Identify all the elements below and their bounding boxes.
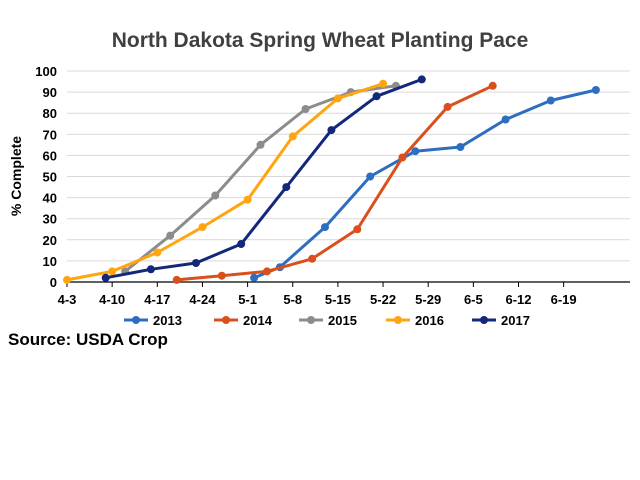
data-point-2013 [546,96,555,105]
data-point-2017 [101,273,110,282]
x-tick-label: 4-10 [99,292,125,307]
data-point-2014 [353,225,362,234]
x-tick-label: 6-5 [464,292,483,307]
y-tick-label: 40 [43,191,57,206]
x-tick-label: 4-24 [189,292,216,307]
data-point-2015 [211,191,220,200]
legend-marker-2017 [480,316,488,324]
data-point-2017 [237,240,246,248]
data-point-2014 [443,102,452,111]
y-tick-label: 20 [43,233,57,248]
data-point-2017 [282,183,291,192]
x-tick-label: 6-19 [551,292,577,307]
data-point-2016 [333,94,342,103]
legend-label-2015: 2015 [328,313,357,328]
legend-marker-2015 [307,316,315,324]
y-tick-label: 90 [43,85,57,100]
data-point-2014 [172,275,181,284]
legend-label-2013: 2013 [153,313,182,328]
y-tick-label: 0 [50,275,57,290]
data-point-2016 [108,267,117,276]
x-tick-label: 5-15 [325,292,351,307]
data-point-2016 [379,79,388,88]
series-line-2013 [252,88,598,280]
data-point-2014 [488,81,497,90]
x-tick-label: 4-17 [144,292,170,307]
y-tick-label: 80 [43,106,57,121]
chart-title: North Dakota Spring Wheat Planting Pace [112,29,529,52]
y-tick-label: 30 [43,212,57,227]
y-tick-label: 50 [43,170,57,185]
data-point-2013 [250,273,259,282]
legend-label-2014: 2014 [243,313,273,328]
legend-label-2016: 2016 [415,313,444,328]
data-point-2016 [198,223,207,232]
data-point-2013 [321,223,329,232]
data-point-2017 [192,259,200,267]
data-point-2014 [308,254,317,263]
data-point-2017 [146,265,155,274]
y-tick-label: 60 [43,148,57,163]
data-point-2016 [243,195,252,204]
data-point-2014 [263,267,271,276]
data-point-2017 [417,75,426,84]
data-point-2014 [217,271,226,280]
series-line-2017 [104,77,424,280]
data-point-2016 [153,248,162,257]
data-point-2013 [591,86,600,94]
x-tick-label: 6-12 [505,292,531,307]
data-point-2013 [366,172,375,181]
legend-marker-2016 [394,316,402,324]
x-tick-label: 5-29 [415,292,441,307]
x-tick-label: 4-3 [58,292,77,307]
series-line-2016 [65,82,385,282]
data-point-2017 [372,92,381,101]
series-line-2014 [175,84,495,282]
data-point-2015 [301,105,310,113]
legend-label-2017: 2017 [501,313,530,328]
source-note: Source: USDA Crop [8,330,168,349]
data-point-2013 [501,115,510,124]
legend-marker-2014 [222,316,230,324]
y-tick-label: 100 [35,64,57,79]
y-tick-label: 10 [43,254,57,269]
data-point-2015 [166,231,175,240]
data-point-2015 [256,140,265,149]
y-tick-label: 70 [43,127,57,142]
data-point-2014 [398,153,407,162]
y-axis-label: % Complete [8,136,24,216]
x-tick-label: 5-1 [238,292,257,307]
data-point-2017 [327,126,336,135]
x-tick-label: 5-8 [283,292,302,307]
data-point-2016 [63,275,71,284]
data-point-2016 [288,132,297,141]
data-point-2013 [456,143,465,151]
legend-marker-2013 [132,316,140,324]
x-tick-label: 5-22 [370,292,396,307]
data-point-2013 [411,147,420,156]
